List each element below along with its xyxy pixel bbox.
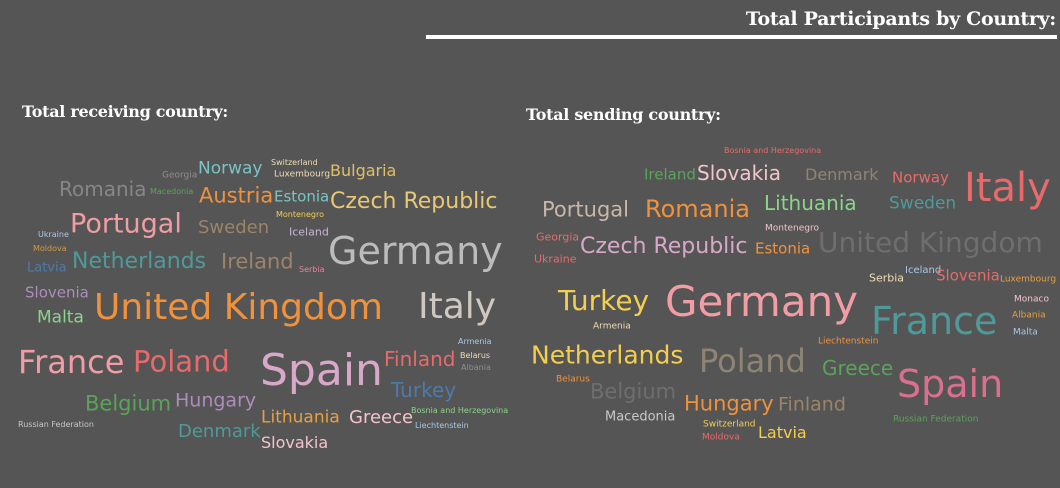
receiving-word-luxembourg: Luxembourg [274, 169, 331, 180]
receiving-word-serbia: Serbia [299, 265, 325, 274]
receiving-word-spain: Spain [260, 345, 383, 396]
receiving-word-liechtenstein: Liechtenstein [415, 421, 469, 430]
sending-word-malta: Malta [1013, 327, 1038, 338]
receiving-word-malta: Malta [37, 307, 84, 328]
sending-word-united-kingdom: United Kingdom [818, 226, 1043, 259]
sending-word-macedonia: Macedonia [605, 409, 676, 425]
receiving-word-united-kingdom: United Kingdom [94, 287, 383, 328]
sending-word-iceland: Iceland [905, 265, 942, 276]
receiving-word-france: France [18, 343, 125, 381]
receiving-word-albania: Albania [461, 363, 491, 372]
receiving-word-ukraine: Ukraine [38, 230, 69, 239]
receiving-word-armenia: Armenia [458, 337, 492, 346]
receiving-word-bulgaria: Bulgaria [330, 161, 397, 180]
sending-word-spain: Spain [897, 362, 1004, 406]
receiving-word-germany: Germany [328, 229, 503, 273]
receiving-word-bosnia-and-herzegovina: Bosnia and Herzegovina [411, 406, 509, 415]
receiving-word-moldova: Moldova [33, 244, 67, 253]
receiving-word-czech-republic: Czech Republic [330, 189, 498, 214]
sending-word-estonia: Estonia [755, 239, 811, 258]
sending-word-belarus: Belarus [556, 374, 590, 385]
sending-word-slovakia: Slovakia [697, 161, 781, 185]
receiving-word-norway: Norway [198, 158, 263, 179]
sending-word-switzerland: Switzerland [703, 419, 756, 430]
sending-word-sweden: Sweden [889, 193, 957, 214]
receiving-word-austria: Austria [199, 183, 274, 208]
sending-word-czech-republic: Czech Republic [580, 234, 748, 259]
receiving-word-switzerland: Switzerland [271, 158, 318, 167]
sending-cloud-title: Total sending country: [526, 105, 721, 124]
sending-word-italy: Italy [964, 165, 1051, 211]
sending-word-denmark: Denmark [805, 165, 879, 184]
sending-word-georgia: Georgia [536, 230, 580, 244]
receiving-word-belgium: Belgium [85, 391, 172, 416]
sending-word-slovenia: Slovenia [936, 266, 1000, 285]
receiving-word-finland: Finland [384, 347, 456, 371]
sending-word-greece: Greece [822, 356, 894, 380]
receiving-word-portugal: Portugal [70, 208, 182, 240]
sending-word-portugal: Portugal [542, 197, 629, 222]
receiving-word-slovenia: Slovenia [25, 283, 89, 302]
sending-word-russian-federation: Russian Federation [893, 414, 979, 425]
receiving-word-montenegro: Montenegro [276, 210, 325, 219]
receiving-word-lithuania: Lithuania [261, 407, 340, 428]
receiving-word-slovakia: Slovakia [261, 433, 329, 452]
sending-word-finland: Finland [778, 393, 846, 416]
sending-word-albania: Albania [1012, 310, 1046, 321]
receiving-word-belarus: Belarus [460, 351, 491, 360]
sending-word-netherlands: Netherlands [531, 340, 684, 370]
sending-word-ireland: Ireland [644, 165, 696, 184]
sending-word-liechtenstein: Liechtenstein [818, 336, 879, 347]
dashboard-title: Total Participants by Country: [745, 8, 1056, 30]
receiving-word-latvia: Latvia [27, 260, 67, 276]
receiving-word-poland: Poland [133, 344, 230, 379]
sending-word-montenegro: Montenegro [765, 223, 820, 234]
sending-word-luxembourg: Luxembourg [1000, 274, 1057, 285]
title-underline [426, 35, 1057, 39]
sending-word-germany: Germany [665, 277, 859, 326]
sending-word-turkey: Turkey [558, 284, 650, 317]
sending-word-monaco: Monaco [1014, 294, 1049, 305]
sending-word-lithuania: Lithuania [764, 191, 857, 215]
receiving-word-greece: Greece [349, 407, 414, 428]
receiving-word-sweden: Sweden [198, 217, 270, 238]
receiving-word-georgia: Georgia [162, 170, 198, 181]
receiving-cloud-title: Total receiving country: [22, 102, 229, 121]
sending-word-poland: Poland [699, 342, 806, 380]
receiving-word-macedonia: Macedonia [150, 187, 194, 196]
receiving-word-iceland: Iceland [289, 225, 329, 239]
sending-word-hungary: Hungary [684, 391, 774, 416]
receiving-word-turkey: Turkey [391, 378, 457, 402]
receiving-word-hungary: Hungary [175, 389, 257, 412]
sending-word-belgium: Belgium [590, 379, 677, 404]
sending-word-bosnia-and-herzegovina: Bosnia and Herzegovina [724, 146, 822, 155]
sending-word-serbia: Serbia [869, 271, 905, 285]
receiving-word-estonia: Estonia [274, 187, 330, 206]
receiving-word-italy: Italy [418, 286, 497, 327]
sending-word-latvia: Latvia [758, 423, 807, 442]
sending-word-norway: Norway [892, 168, 949, 187]
sending-word-france: France [871, 299, 998, 343]
receiving-word-netherlands: Netherlands [72, 249, 207, 274]
sending-word-romania: Romania [645, 195, 750, 223]
sending-word-ukraine: Ukraine [534, 252, 577, 266]
receiving-word-ireland: Ireland [221, 249, 294, 274]
receiving-word-denmark: Denmark [178, 421, 261, 442]
receiving-word-russian-federation: Russian Federation [18, 420, 94, 429]
sending-word-moldova: Moldova [702, 432, 740, 443]
receiving-word-romania: Romania [59, 177, 147, 201]
sending-word-armenia: Armenia [593, 321, 631, 332]
